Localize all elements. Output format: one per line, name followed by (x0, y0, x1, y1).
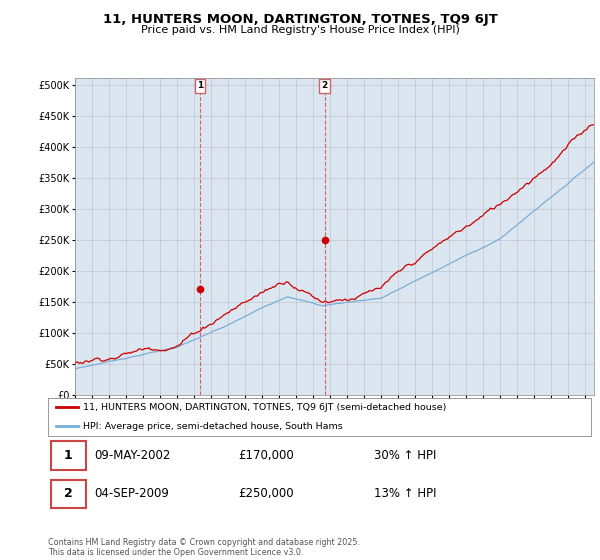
Text: 11, HUNTERS MOON, DARTINGTON, TOTNES, TQ9 6JT (semi-detached house): 11, HUNTERS MOON, DARTINGTON, TOTNES, TQ… (83, 403, 446, 412)
Text: 09-MAY-2002: 09-MAY-2002 (94, 449, 170, 462)
Text: £250,000: £250,000 (238, 487, 293, 501)
Text: 1: 1 (64, 449, 73, 462)
FancyBboxPatch shape (51, 479, 86, 508)
Text: 2: 2 (322, 81, 328, 90)
Text: Contains HM Land Registry data © Crown copyright and database right 2025.
This d: Contains HM Land Registry data © Crown c… (48, 538, 360, 557)
Text: 1: 1 (197, 81, 203, 90)
Text: 13% ↑ HPI: 13% ↑ HPI (374, 487, 436, 501)
Text: 30% ↑ HPI: 30% ↑ HPI (374, 449, 436, 462)
FancyBboxPatch shape (51, 441, 86, 470)
Text: Price paid vs. HM Land Registry's House Price Index (HPI): Price paid vs. HM Land Registry's House … (140, 25, 460, 35)
Text: 04-SEP-2009: 04-SEP-2009 (94, 487, 169, 501)
Text: £170,000: £170,000 (238, 449, 294, 462)
Text: 2: 2 (64, 487, 73, 501)
Text: HPI: Average price, semi-detached house, South Hams: HPI: Average price, semi-detached house,… (83, 422, 343, 431)
Text: 11, HUNTERS MOON, DARTINGTON, TOTNES, TQ9 6JT: 11, HUNTERS MOON, DARTINGTON, TOTNES, TQ… (103, 13, 497, 26)
